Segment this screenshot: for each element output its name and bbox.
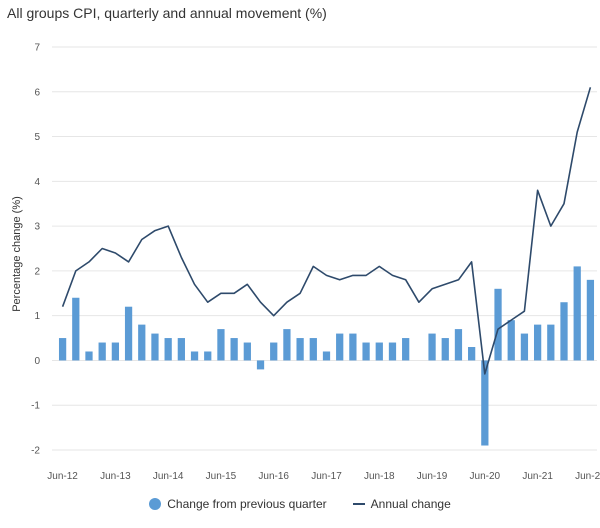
x-tick-label: Jun-18 [364, 471, 395, 482]
line-series [61, 87, 592, 375]
bar [336, 333, 344, 361]
x-tick-label: Jun-22 [575, 471, 600, 482]
bar [309, 338, 317, 361]
bar [507, 320, 515, 361]
y-tick-label: 5 [34, 132, 40, 143]
legend-item-quarterly[interactable]: Change from previous quarter [149, 497, 327, 511]
bar [402, 338, 410, 361]
bar [283, 329, 291, 361]
x-tick-label: Jun-16 [258, 471, 289, 482]
bar [177, 338, 185, 361]
x-tick-label: Jun-20 [470, 471, 501, 482]
bar [98, 342, 106, 361]
bar [138, 324, 146, 361]
bar-series [58, 266, 595, 446]
y-tick-label: 6 [34, 87, 40, 98]
bar [72, 297, 80, 361]
legend-marker-dot [149, 498, 162, 510]
annual-change-line [61, 87, 592, 375]
legend: Change from previous quarter Annual chan… [0, 497, 600, 511]
y-tick-label: 2 [34, 266, 40, 277]
bar [362, 342, 370, 361]
bar [151, 333, 159, 361]
chart-title: All groups CPI, quarterly and annual mov… [7, 5, 327, 21]
bar [256, 360, 265, 370]
x-tick-label: Jun-14 [153, 471, 184, 482]
x-tick-label: Jun-19 [417, 471, 448, 482]
bar [124, 306, 133, 361]
bar [322, 351, 331, 361]
y-axis-ticks: -2 -1 0 1 2 3 4 5 6 7 [31, 43, 40, 457]
y-tick-label: -1 [31, 401, 40, 412]
bar [481, 360, 489, 446]
bar [454, 329, 463, 361]
bar [164, 338, 172, 361]
x-tick-label: Jun-17 [311, 471, 342, 482]
bar [296, 338, 304, 361]
legend-marker-line [352, 503, 365, 505]
bar [547, 324, 555, 361]
bar [586, 279, 595, 361]
y-axis-title: Percentage change (%) [11, 196, 23, 312]
x-tick-label: Jun-15 [206, 471, 237, 482]
bar [375, 342, 383, 361]
bar [204, 351, 212, 361]
x-tick-label: Jun-21 [522, 471, 553, 482]
y-tick-label: 4 [34, 177, 40, 188]
legend-label-annual: Annual change [370, 497, 451, 511]
bar [270, 342, 278, 361]
bar [85, 351, 93, 361]
legend-item-annual[interactable]: Annual change [352, 497, 451, 511]
x-axis-ticks: Jun-12 Jun-13 Jun-14 Jun-15 Jun-16 Jun-17 Jun-… [47, 471, 600, 482]
bar [230, 338, 238, 361]
y-tick-label: 7 [34, 43, 40, 54]
x-tick-label: Jun-12 [47, 471, 78, 482]
bar [58, 338, 67, 361]
bar [349, 333, 357, 361]
bar [190, 351, 199, 361]
gridlines [52, 46, 597, 451]
bar [520, 333, 529, 361]
y-tick-label: -2 [31, 446, 40, 457]
bar [428, 333, 436, 361]
bar [388, 342, 397, 361]
y-tick-label: 3 [34, 222, 40, 233]
bar [111, 342, 120, 361]
bar [441, 338, 449, 361]
y-tick-label: 0 [34, 356, 40, 367]
x-tick-label: Jun-13 [100, 471, 131, 482]
bar [494, 288, 502, 361]
bar [217, 329, 225, 361]
bar [573, 266, 581, 361]
y-tick-label: 1 [34, 311, 40, 322]
legend-label-quarterly: Change from previous quarter [167, 497, 327, 511]
bar [560, 302, 568, 361]
bar [243, 342, 251, 361]
bar [533, 324, 542, 361]
bar [468, 347, 476, 361]
